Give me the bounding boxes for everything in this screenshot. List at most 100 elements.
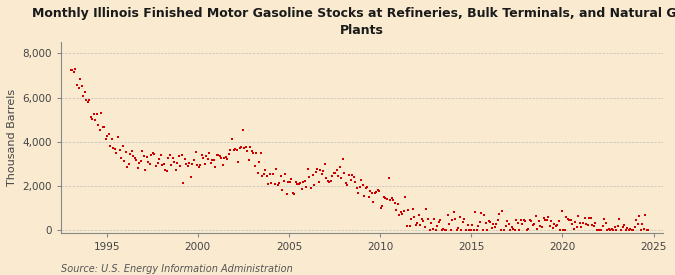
Point (257, 173, 268, 178)
Point (632, 221, 643, 226)
Point (180, 157, 190, 162)
Point (267, 171, 278, 176)
Point (117, 144, 128, 148)
Point (567, 221, 578, 226)
Point (446, 228, 456, 233)
Point (392, 202, 403, 206)
Point (140, 168, 151, 173)
Point (409, 214, 420, 219)
Point (138, 154, 149, 158)
Point (167, 156, 178, 160)
Point (353, 191, 364, 196)
Point (403, 207, 414, 212)
Point (481, 221, 491, 225)
Point (616, 228, 626, 232)
Point (617, 225, 628, 229)
Point (126, 149, 137, 153)
Point (306, 186, 317, 190)
Point (170, 167, 181, 172)
Point (122, 165, 132, 169)
Point (572, 225, 583, 229)
Point (283, 180, 294, 185)
Point (273, 181, 284, 185)
Point (192, 163, 202, 167)
Point (628, 227, 639, 232)
Point (514, 228, 524, 233)
Point (143, 160, 154, 164)
Point (452, 228, 462, 233)
Point (566, 218, 576, 222)
Point (176, 153, 187, 157)
Point (570, 220, 580, 224)
Point (249, 164, 260, 168)
Point (184, 161, 195, 165)
Point (286, 177, 296, 182)
Point (371, 190, 382, 194)
Point (91, 112, 102, 116)
Point (243, 158, 254, 163)
Point (356, 178, 367, 182)
Point (599, 216, 610, 221)
Point (502, 219, 512, 224)
Point (148, 151, 159, 155)
Point (207, 158, 217, 163)
Point (217, 163, 228, 167)
Point (398, 209, 409, 213)
Point (635, 228, 646, 233)
Point (76, 84, 87, 89)
Point (213, 153, 223, 157)
Point (524, 218, 535, 222)
Point (436, 228, 447, 233)
Point (278, 179, 289, 183)
Point (488, 221, 499, 226)
Point (458, 219, 468, 224)
Point (236, 145, 246, 149)
Point (556, 209, 567, 213)
Point (380, 196, 391, 200)
Point (193, 165, 204, 169)
Point (131, 157, 142, 162)
Point (284, 180, 295, 185)
Point (475, 220, 485, 224)
Point (641, 228, 652, 233)
Point (493, 218, 504, 222)
Point (345, 178, 356, 183)
Point (354, 185, 365, 189)
Point (562, 217, 573, 221)
Point (585, 216, 596, 221)
Point (368, 199, 379, 204)
Point (315, 168, 325, 173)
Point (119, 158, 130, 163)
Title: Monthly Illinois Finished Motor Gasoline Stocks at Refineries, Bulk Terminals, a: Monthly Illinois Finished Motor Gasoline… (32, 7, 675, 37)
Point (209, 158, 219, 163)
Point (95, 128, 105, 132)
Point (588, 224, 599, 228)
Point (527, 223, 538, 227)
Point (408, 207, 418, 211)
Point (288, 191, 298, 195)
Point (600, 221, 611, 225)
Point (113, 135, 124, 139)
Point (365, 189, 376, 193)
Point (608, 228, 619, 233)
Point (290, 180, 301, 184)
Point (357, 183, 368, 187)
Point (252, 171, 263, 175)
Point (202, 156, 213, 161)
Point (93, 122, 104, 127)
Point (259, 172, 269, 176)
Point (90, 118, 101, 122)
Point (181, 162, 192, 166)
Point (298, 180, 308, 184)
Point (439, 228, 450, 232)
Point (151, 164, 161, 168)
Point (626, 228, 637, 233)
Point (312, 167, 323, 172)
Point (383, 175, 394, 180)
Point (517, 221, 528, 226)
Point (397, 212, 408, 217)
Point (406, 216, 416, 221)
Point (495, 228, 506, 233)
Point (363, 195, 374, 199)
Point (178, 180, 189, 185)
